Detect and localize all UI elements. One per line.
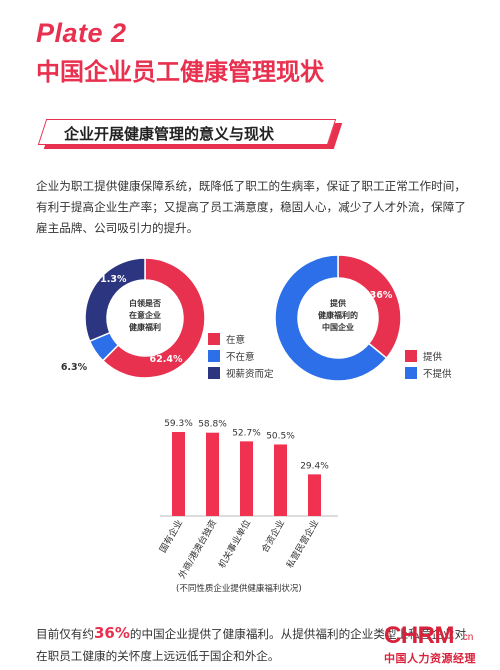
footer-highlight: 36% xyxy=(93,624,130,642)
bar xyxy=(308,474,321,516)
legend-item: 不在意 xyxy=(208,347,274,364)
bar xyxy=(206,432,219,516)
bar-category-label: 机关事业单位 xyxy=(216,518,253,571)
legend-label: 视薪资而定 xyxy=(226,368,274,380)
banner-title: 企业开展健康管理的意义与现状 xyxy=(64,125,275,143)
intro-paragraph: 企业为职工提供健康保障系统，既降低了职工的生病率，保证了职工正常工作时间，有利于… xyxy=(36,179,466,235)
legend-label: 不在意 xyxy=(226,351,255,363)
bar-value-label: 50.5% xyxy=(266,431,295,441)
donut-center-label: 健康福利的 xyxy=(318,310,358,320)
legend-swatch xyxy=(405,366,417,379)
legend-swatch xyxy=(208,332,220,345)
bar-category-label: 合资企业 xyxy=(259,518,287,555)
donut-center-label: 白领是否 xyxy=(129,298,161,308)
section-banner: 企业开展健康管理的意义与现状 xyxy=(37,119,343,149)
logo-chinese-name: 中国人力资源经理 xyxy=(384,652,476,665)
legend-care: 在意不在意视薪资而定 xyxy=(208,330,274,381)
bar-category-label: 国有企业 xyxy=(157,518,185,555)
plate-number: Plate 2 xyxy=(36,18,127,48)
logo-domain: .cn xyxy=(460,632,474,643)
slice-label: 62.4% xyxy=(150,354,183,365)
pie-slice xyxy=(337,254,402,360)
bar xyxy=(172,432,185,516)
footer-text-after: 的中国企业提供了健康福利。从提供福利的企业类型上私营企业对在职员工健康的关怀度上… xyxy=(36,627,467,663)
slice-label: 31.3% xyxy=(94,274,127,285)
donut-center-label: 提供 xyxy=(330,298,346,308)
bar-category-label: 私营民营企业 xyxy=(284,518,321,571)
footer-paragraph: 目前仅有约36%的中国企业提供了健康福利。从提供福利的企业类型上私营企业对在职员… xyxy=(36,622,476,667)
legend-swatch xyxy=(405,349,417,362)
donut-center-label: 健康福利 xyxy=(129,322,161,332)
slice-label: 6.3% xyxy=(61,362,88,373)
bar-chart-company-type: 59.3%国有企业58.8%外商/港澳台独资52.7%机关事业单位50.5%合资… xyxy=(157,419,338,581)
pie-slice xyxy=(274,254,388,382)
bar-value-label: 29.4% xyxy=(300,461,329,471)
legend-item: 在意 xyxy=(208,330,274,347)
bar-value-label: 59.3% xyxy=(164,419,193,429)
footer-text-before: 目前仅有约 xyxy=(36,627,94,641)
donut-center-label: 中国企业 xyxy=(322,322,354,332)
legend-label: 不提供 xyxy=(423,368,452,380)
chrm-logo: CHRM .cn 中国人力资源经理 xyxy=(384,622,494,668)
bar-chart-caption: (不同性质企业提供健康福利状况) xyxy=(176,584,302,594)
logo-mark: CHRM xyxy=(384,622,455,649)
bar-value-label: 52.7% xyxy=(232,428,261,438)
legend-provide: 提供 不提供 xyxy=(405,347,452,381)
legend-item: 提供 xyxy=(405,347,452,364)
legend-item: 视薪资而定 xyxy=(208,364,274,381)
legend-label: 提供 xyxy=(423,351,443,363)
bar xyxy=(240,441,253,516)
pie-slice xyxy=(84,257,146,343)
donut-center-label: 在意企业 xyxy=(129,310,161,320)
legend-label: 在意 xyxy=(226,334,246,346)
pie-slice xyxy=(101,257,206,379)
legend-swatch xyxy=(208,349,220,362)
slice-label: 36% xyxy=(370,290,393,301)
page-title: 中国企业员工健康管理现状 xyxy=(36,58,324,86)
bar-value-label: 58.8% xyxy=(198,420,227,430)
legend-item: 不提供 xyxy=(405,364,452,381)
bar xyxy=(274,444,287,516)
legend-swatch xyxy=(208,366,220,379)
